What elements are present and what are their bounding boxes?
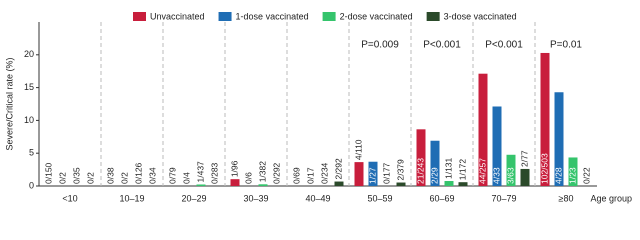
- value-label: 44/257: [477, 158, 487, 184]
- bar: [444, 181, 454, 186]
- chart: Severe/Critical rate (%) Age group 0 5 10 1…: [4, 11, 632, 203]
- value-label: 0/2: [119, 172, 129, 184]
- bar: [492, 106, 502, 186]
- value-label: 1/437: [195, 161, 205, 183]
- value-label: 0/234: [319, 162, 329, 184]
- x-tick-label: 60–69: [429, 193, 454, 203]
- value-label: 0/2: [57, 172, 67, 184]
- value-label: 1/23: [567, 167, 577, 184]
- value-label: 1/96: [229, 160, 239, 177]
- bar: [196, 184, 206, 186]
- value-label: 1/27: [367, 167, 377, 184]
- bar: [258, 184, 268, 186]
- bar: [368, 161, 378, 186]
- bar: [416, 129, 426, 186]
- bar: [396, 182, 406, 186]
- value-label: 102/503: [539, 153, 549, 184]
- value-label: 0/150: [43, 162, 53, 184]
- bar: [554, 92, 564, 186]
- bar: [478, 73, 488, 186]
- y-axis-label: Severe/Critical rate (%): [4, 57, 14, 150]
- value-label: 0/177: [381, 162, 391, 184]
- x-axis-label: Age group: [590, 193, 632, 203]
- bar: [520, 168, 530, 186]
- legend-label: 1-dose vaccinated: [236, 11, 309, 21]
- bar: [506, 154, 516, 186]
- value-label: 0/22: [581, 167, 591, 184]
- value-label: 1/382: [257, 161, 267, 183]
- value-label: 0/69: [291, 167, 301, 184]
- value-label: 2/29: [429, 167, 439, 184]
- value-label: 0/4: [181, 172, 191, 184]
- legend-swatch: [133, 12, 146, 21]
- value-label: 21/243: [415, 158, 425, 184]
- value-label: 0/292: [271, 162, 281, 184]
- x-tick-label: <10: [62, 193, 77, 203]
- y-tick-label: 0: [29, 180, 34, 190]
- x-tick-label: 20–29: [181, 193, 206, 203]
- bar: [430, 140, 440, 186]
- x-tick-label: 30–39: [243, 193, 268, 203]
- p-value: P=0.009: [361, 40, 399, 51]
- p-value: P=0.01: [550, 40, 582, 51]
- legend-label: Unvaccinated: [150, 11, 205, 21]
- bar: [540, 52, 550, 187]
- value-label: 1/172: [457, 159, 467, 181]
- x-tick-label: ≥80: [559, 193, 574, 203]
- value-label: 2/379: [395, 159, 405, 181]
- value-label: 0/126: [133, 162, 143, 184]
- value-label: 0/34: [147, 167, 157, 184]
- y-tick-label: 5: [29, 148, 34, 158]
- bar: [458, 182, 468, 186]
- value-label: 0/79: [167, 167, 177, 184]
- p-value: P<0.001: [485, 40, 523, 51]
- value-label: 3/63: [505, 167, 515, 184]
- value-label: 1/131: [443, 157, 453, 179]
- x-tick-label: 40–49: [305, 193, 330, 203]
- p-value: P<0.001: [423, 40, 461, 51]
- x-tick-label: 10–19: [119, 193, 144, 203]
- x-tick-label: 50–59: [367, 193, 392, 203]
- value-label: 0/283: [209, 162, 219, 184]
- bar: [230, 179, 240, 186]
- value-label: 0/2: [85, 172, 95, 184]
- value-label: 4/110: [353, 139, 363, 160]
- legend-label: 2-dose vaccinated: [340, 11, 413, 21]
- value-label: 0/35: [71, 167, 81, 184]
- value-label: 4/33: [491, 167, 501, 184]
- value-label: 4/28: [553, 167, 563, 184]
- value-label: 0/6: [243, 172, 253, 184]
- legend-swatch: [322, 12, 336, 21]
- y-tick-label: 20: [24, 49, 34, 59]
- legend-label: 3-dose vaccinated: [444, 11, 517, 21]
- y-tick-label: 15: [24, 82, 34, 92]
- value-label: 0/38: [105, 167, 115, 184]
- bar: [354, 162, 364, 186]
- x-tick-label: 70–79: [491, 193, 516, 203]
- value-label: 2/292: [333, 158, 343, 180]
- legend-swatch: [218, 12, 232, 21]
- bar: [568, 157, 578, 186]
- bar: [334, 181, 344, 186]
- value-label: 2/77: [519, 150, 529, 167]
- y-tick-label: 10: [24, 115, 34, 125]
- page: Severe/Critical rate (%) Age group 0 5 10 1…: [4, 11, 632, 204]
- legend-swatch: [426, 12, 440, 21]
- value-label: 0/17: [305, 167, 315, 184]
